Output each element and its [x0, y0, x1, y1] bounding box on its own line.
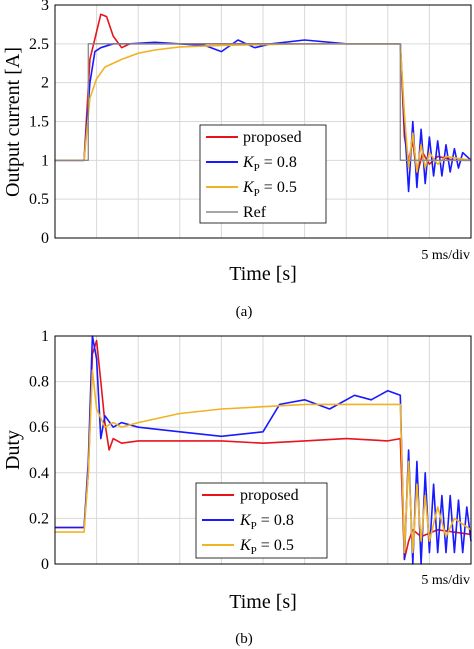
series-line-proposed-b — [55, 339, 472, 561]
y-tick-labels-b: 0 0.2 0.4 0.6 0.8 1 — [29, 328, 49, 573]
legend-item-kp05-b: KP = 0.5 — [202, 537, 294, 557]
y-tick-label-b: 0.4 — [29, 465, 49, 482]
legend-label-kp08-a: KP = 0.8 — [242, 154, 297, 174]
series-lines-a — [55, 13, 472, 193]
legend-box-a — [199, 124, 327, 224]
plot-frame-a — [54, 4, 472, 239]
legend-a: proposed KP = 0.8 KP = 0.5 Ref — [199, 124, 327, 224]
legend-label-proposed-a: proposed — [243, 129, 302, 146]
legend-label-proposed-b: proposed — [240, 487, 299, 504]
y-axis-label-a: Output current [A] — [2, 47, 24, 197]
series-lines-b — [55, 335, 472, 565]
legend-b: proposed KP = 0.8 KP = 0.5 — [195, 482, 328, 559]
panel-a-output-current: 0 0.5 1 1.5 2 2.5 3 Output current [A] 5 ms/di… — [2, 0, 472, 320]
y-tick-label-b: 0.6 — [29, 419, 49, 436]
y-tick-label-b: 0 — [41, 556, 49, 573]
x-scale-note-b: 5 ms/div — [421, 573, 470, 588]
y-tick-label-a: 0.5 — [29, 191, 49, 208]
y-tick-label-b: 1 — [41, 328, 49, 345]
legend-item-proposed-a: proposed — [206, 129, 302, 146]
panel-caption-b: (b) — [235, 631, 253, 647]
panel-caption-a: (a) — [236, 304, 253, 320]
legend-item-kp08-b: KP = 0.8 — [202, 512, 294, 532]
legend-item-ref-a: Ref — [206, 204, 267, 221]
x-axis-label-a: Time [s] — [229, 263, 297, 285]
y-tick-label-a: 2.5 — [29, 36, 49, 53]
plot-frame-b — [54, 335, 472, 565]
y-tick-label-b: 0.2 — [29, 510, 49, 527]
series-line-k-p-0-5-b — [55, 369, 472, 554]
legend-label-kp05-b: KP = 0.5 — [239, 537, 294, 557]
series-line-k-p-0-8-b — [55, 335, 472, 565]
legend-label-kp08-b: KP = 0.8 — [239, 512, 294, 532]
x-axis-label-b: Time [s] — [229, 591, 297, 613]
y-tick-label-a: 3 — [41, 0, 49, 14]
legend-label-kp05-a: KP = 0.5 — [242, 179, 297, 199]
panel-b-duty: 0 0.2 0.4 0.6 0.8 1 Duty 5 ms/div Time [s] (b… — [2, 328, 472, 647]
y-tick-label-a: 1 — [41, 152, 49, 169]
x-scale-note-a: 5 ms/div — [421, 248, 470, 263]
y-tick-label-a: 1.5 — [29, 114, 49, 131]
y-tick-label-a: 0 — [41, 230, 49, 247]
legend-label-ref-a: Ref — [243, 204, 267, 221]
y-tick-label-a: 2 — [41, 75, 49, 92]
y-axis-label-b: Duty — [2, 430, 24, 470]
y-tick-label-b: 0.8 — [29, 374, 49, 391]
series-line-ref-a — [55, 43, 471, 161]
y-tick-labels-a: 0 0.5 1 1.5 2 2.5 3 — [29, 0, 49, 247]
legend-item-kp05-a: KP = 0.5 — [206, 179, 297, 199]
legend-item-kp08-a: KP = 0.8 — [206, 154, 297, 174]
legend-item-proposed-b: proposed — [202, 487, 299, 504]
